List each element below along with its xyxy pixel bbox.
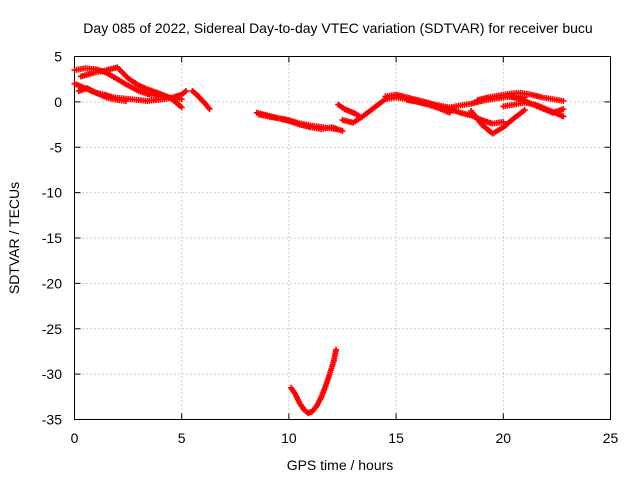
y-tick-label: -25: [42, 321, 62, 337]
data-point: [560, 113, 567, 120]
data-points: [71, 64, 567, 417]
series-track-3: [75, 85, 189, 104]
x-tick-label: 20: [496, 430, 512, 446]
data-point: [178, 104, 185, 111]
x-tick-label: 10: [281, 430, 297, 446]
chart-title: Day 085 of 2022, Sidereal Day-to-day VTE…: [83, 20, 592, 36]
y-tick-label: 0: [54, 94, 62, 110]
series-track-15: [506, 93, 567, 116]
x-axis-label: GPS time / hours: [287, 457, 394, 473]
x-tick-label: 25: [603, 430, 619, 446]
data-point: [182, 87, 189, 94]
x-tick-label: 15: [388, 430, 404, 446]
x-tick-label: 5: [178, 430, 186, 446]
grid-lines: [74, 56, 611, 420]
y-axis-label: SDTVAR / TECUs: [6, 182, 22, 294]
series-track-7: [255, 111, 340, 133]
y-tick-label: -20: [42, 275, 62, 291]
y-tick-label: -5: [50, 139, 63, 155]
data-point: [560, 97, 567, 104]
data-point: [521, 107, 528, 114]
y-axis-tick-labels: 5 0 -5 -10 -15 -20 -25 -30 -35: [42, 49, 62, 428]
data-point: [339, 127, 346, 134]
data-point: [206, 106, 213, 113]
x-tick-label: 0: [71, 430, 79, 446]
data-point: [560, 106, 567, 113]
series-track-12: [468, 107, 528, 137]
data-point: [500, 118, 507, 125]
y-tick-label: -10: [42, 185, 62, 201]
data-point: [333, 346, 340, 353]
y-tick-label: -35: [42, 412, 62, 428]
data-point: [333, 126, 340, 133]
x-axis-tick-labels: 0 5 10 15 20 25: [71, 430, 619, 446]
y-tick-label: 5: [54, 49, 62, 65]
series-track-16: [288, 346, 340, 417]
series-track-5: [189, 87, 213, 113]
axis-ticks: [74, 56, 611, 420]
series-track-4: [77, 64, 185, 111]
y-tick-label: -15: [42, 230, 62, 246]
y-tick-label: -30: [42, 366, 62, 382]
